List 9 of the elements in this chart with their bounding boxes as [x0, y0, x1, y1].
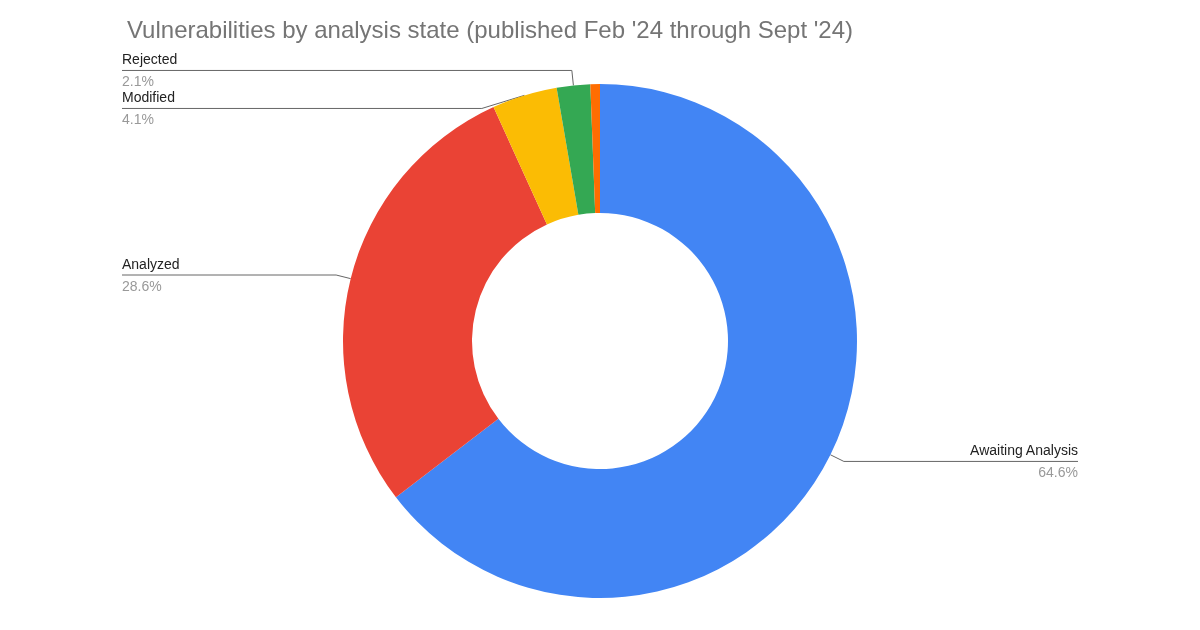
data-label: 64.6% [1038, 464, 1078, 481]
slice-label: Modified [122, 89, 175, 106]
data-label: 28.6% [122, 278, 162, 295]
data-label: 2.1% [122, 73, 154, 90]
data-label: 4.1% [122, 111, 154, 128]
slice-label: Awaiting Analysis [970, 442, 1078, 459]
slice-label: Analyzed [122, 256, 180, 273]
chart-title: Vulnerabilities by analysis state (published Feb '24 through Sept '24) [127, 15, 854, 43]
slice-label: Rejected [122, 51, 178, 68]
